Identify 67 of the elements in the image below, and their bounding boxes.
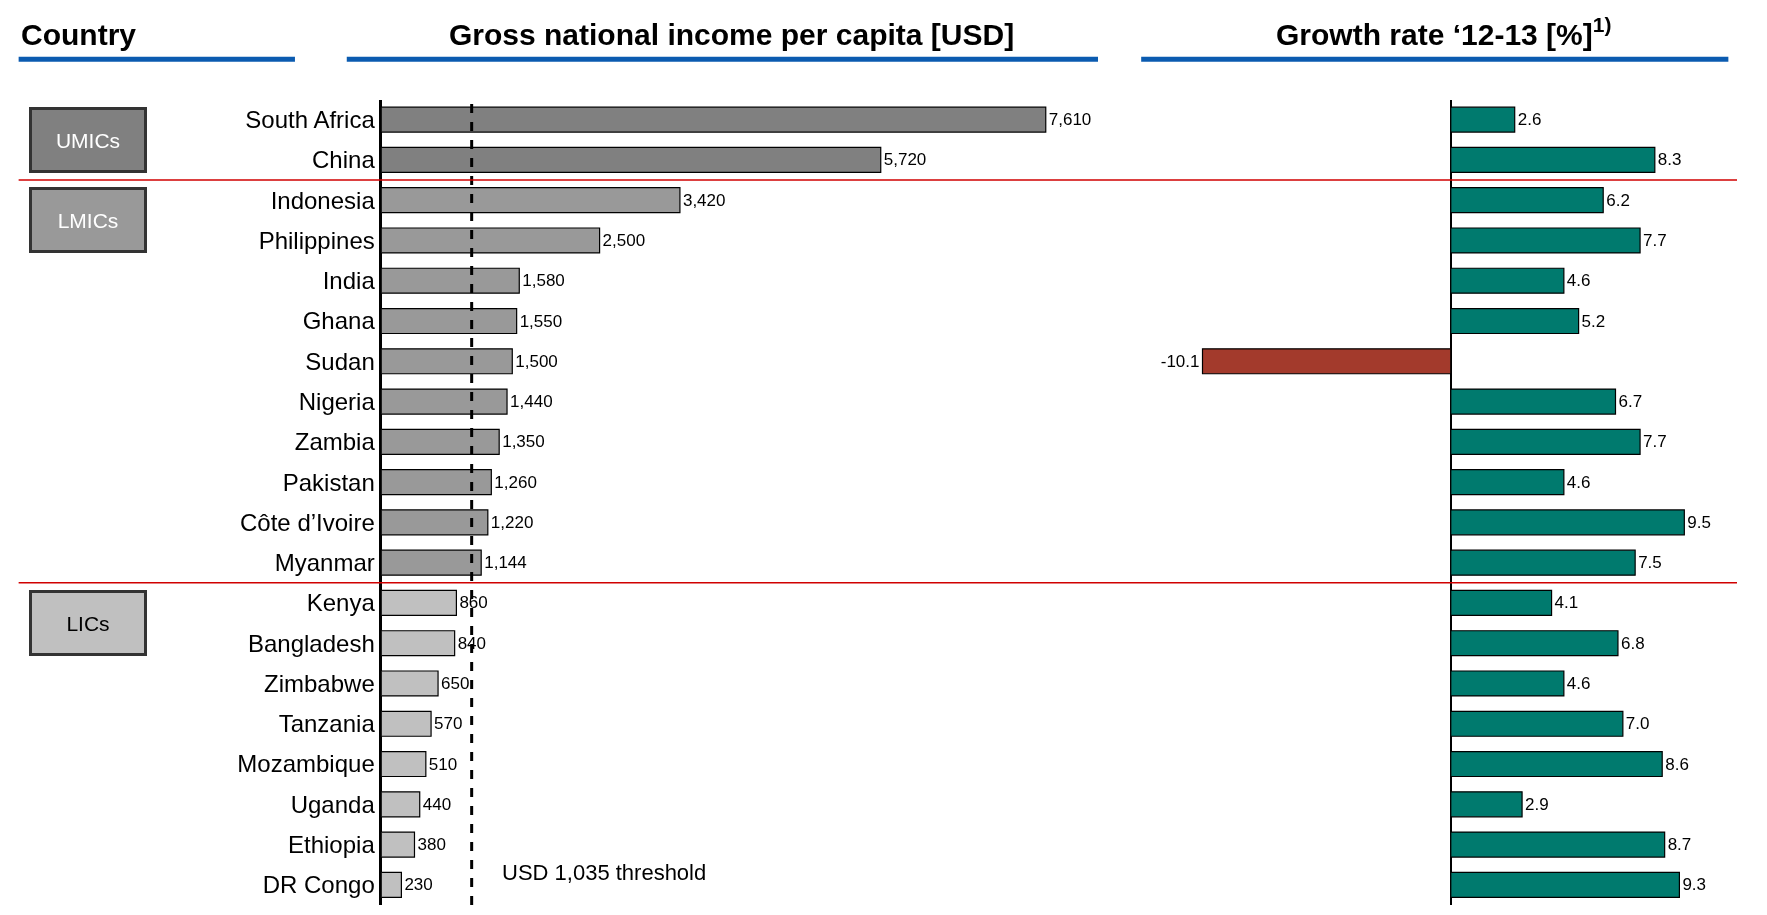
chart-title: Growth rate ‘12-13 [%]$^{1)}$ [1276, 13, 1612, 51]
data-label: 5.2 [1581, 311, 1606, 331]
data-label: 4.6 [1566, 271, 1591, 291]
y-tick-label: DR Congo [262, 871, 375, 899]
data-label: 8.7 [1667, 835, 1692, 855]
data-label: 4.1 [1554, 593, 1579, 613]
data-label: 510 [428, 754, 458, 774]
data-label: 7.7 [1643, 432, 1667, 452]
data-label: 440 [422, 794, 452, 814]
data-label: 2.9 [1525, 794, 1549, 814]
y-tick-label: Bangladesh [247, 629, 375, 657]
data-label: 1,350 [502, 432, 545, 452]
chart-title: Gross national income per capita [USD] [449, 18, 1015, 51]
y-tick-label: Zimbabwe [264, 669, 375, 697]
data-label: 1,550 [519, 311, 563, 331]
y-tick-label: Zambia [294, 428, 376, 456]
data-label: 570 [434, 714, 463, 734]
data-label: 5,720 [883, 150, 927, 170]
y-tick-label: Mozambique [237, 750, 375, 778]
data-label: 380 [417, 835, 446, 855]
data-label: 3,420 [682, 190, 726, 210]
y-tick-label: Sudan [305, 347, 375, 375]
data-label: 4.6 [1566, 472, 1591, 492]
data-label: 6.2 [1606, 190, 1630, 210]
y-tick-label: Côte d’Ivoire [240, 508, 375, 536]
data-label: 9.5 [1687, 512, 1711, 532]
data-label: 9.3 [1682, 875, 1707, 895]
data-label: 650 [441, 673, 470, 693]
y-tick-label: South Africa [245, 106, 376, 134]
y-tick-label: China [312, 146, 376, 174]
data-label: 2,500 [602, 230, 646, 250]
data-label: -10.1 [1160, 351, 1200, 371]
data-label: 1,440 [510, 392, 553, 412]
data-label: 1,220 [490, 512, 534, 532]
y-tick-label: Pakistan [282, 468, 375, 496]
data-label: 8.3 [1657, 150, 1682, 170]
ref-line-label: USD 1,035 threshold [502, 860, 707, 885]
data-label: 6.8 [1620, 633, 1645, 653]
data-label: 1,144 [484, 553, 527, 573]
data-label: 6.7 [1618, 392, 1643, 412]
data-label: 860 [459, 593, 488, 613]
data-label: 230 [404, 875, 433, 895]
text: UMICs [55, 128, 121, 152]
y-tick-label: India [322, 267, 376, 295]
y-tick-label: Kenya [306, 589, 376, 617]
y-tick-label: Tanzania [278, 710, 376, 738]
y-tick-label: Ghana [302, 307, 376, 335]
y-tick-label: Philippines [258, 226, 375, 254]
data-label: 8.6 [1665, 754, 1689, 774]
y-tick-label: Indonesia [270, 186, 376, 214]
y-tick-label: Ethiopia [288, 830, 376, 858]
text: LMICs [57, 208, 119, 232]
y-tick-label: Uganda [290, 790, 376, 818]
data-label: 7.0 [1625, 714, 1650, 734]
y-tick-label: Myanmar [274, 549, 375, 577]
data-label: 4.6 [1566, 673, 1591, 693]
text: LICs [66, 611, 110, 635]
data-label: 7.5 [1638, 553, 1662, 573]
data-label: 7.7 [1643, 230, 1667, 250]
data-label: 1,260 [494, 472, 537, 492]
y-tick-label: Nigeria [298, 387, 376, 415]
data-label: 7,610 [1048, 110, 1092, 130]
data-label: 2.6 [1517, 110, 1542, 130]
data-label: 1,500 [515, 351, 558, 371]
y-axis-title: Country [21, 18, 137, 51]
data-label: 1,580 [522, 271, 565, 291]
data-label: 840 [457, 633, 487, 653]
